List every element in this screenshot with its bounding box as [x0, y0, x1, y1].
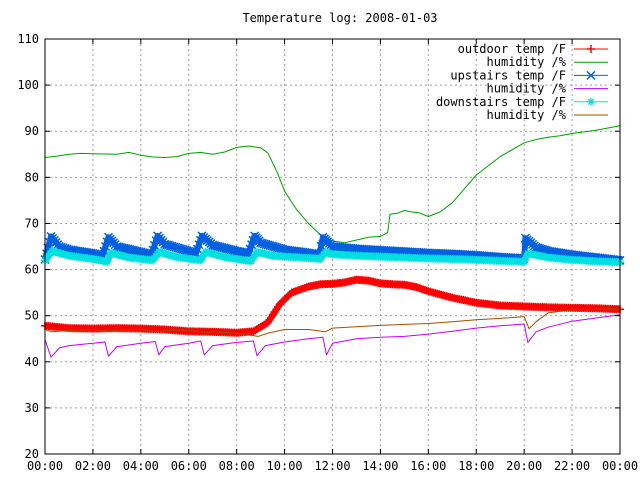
x-tick-label: 04:00: [123, 459, 159, 473]
series-3: [44, 314, 621, 358]
legend-label: outdoor temp /F: [458, 42, 566, 56]
y-axis: 20 30 40 50 60 70 80 90 100 110: [17, 32, 620, 461]
x-tick-label: 08:00: [219, 459, 255, 473]
y-tick-label: 50: [25, 309, 39, 323]
y-tick-label: 110: [17, 32, 39, 46]
point-marker: [521, 253, 530, 262]
series-5: [44, 308, 621, 337]
plot-series: [40, 125, 625, 358]
point-marker: [198, 253, 207, 262]
y-tick-label: 80: [25, 170, 39, 184]
point-marker: [586, 70, 596, 80]
x-tick-label: 14:00: [362, 459, 398, 473]
x-tick-label: 16:00: [410, 459, 446, 473]
y-tick-label: 70: [25, 216, 39, 230]
point-marker: [105, 253, 114, 262]
x-tick-label: 00:00: [602, 459, 638, 473]
series-line: [44, 314, 621, 358]
point-marker: [587, 45, 595, 53]
legend-label: humidity /%: [487, 55, 567, 69]
y-tick-label: 100: [17, 78, 39, 92]
series-line: [44, 308, 621, 337]
y-tick-label: 90: [25, 124, 39, 138]
point-marker: [240, 248, 250, 258]
point-marker: [196, 256, 205, 265]
series-0: [41, 275, 624, 337]
point-marker: [199, 250, 208, 259]
point-marker: [520, 257, 529, 266]
x-tick-label: 12:00: [314, 459, 350, 473]
x-tick-label: 06:00: [171, 459, 207, 473]
x-tick-label: 00:00: [27, 459, 63, 473]
x-tick-label: 10:00: [267, 459, 303, 473]
legend-label: upstairs temp /F: [450, 68, 566, 82]
x-tick-label: 18:00: [458, 459, 494, 473]
x-tick-label: 02:00: [75, 459, 111, 473]
y-tick-label: 20: [25, 447, 39, 461]
x-tick-label: 22:00: [554, 459, 590, 473]
chart-title: Temperature log: 2008-01-03: [242, 11, 437, 25]
series-4: [41, 247, 624, 267]
point-marker: [262, 319, 271, 328]
legend-label: downstairs temp /F: [436, 95, 566, 109]
grid: [45, 39, 620, 454]
legend-label: humidity /%: [487, 108, 567, 122]
point-marker: [103, 257, 112, 266]
point-marker: [587, 97, 595, 106]
y-tick-label: 60: [25, 263, 39, 277]
x-axis: 00:00 02:00 04:00 06:00 08:00 10:00 12:00 14:00…: [27, 39, 638, 473]
y-tick-label: 30: [25, 401, 39, 415]
x-tick-label: 20:00: [506, 459, 542, 473]
y-tick-label: 40: [25, 355, 39, 369]
legend-label: humidity /%: [487, 82, 567, 96]
